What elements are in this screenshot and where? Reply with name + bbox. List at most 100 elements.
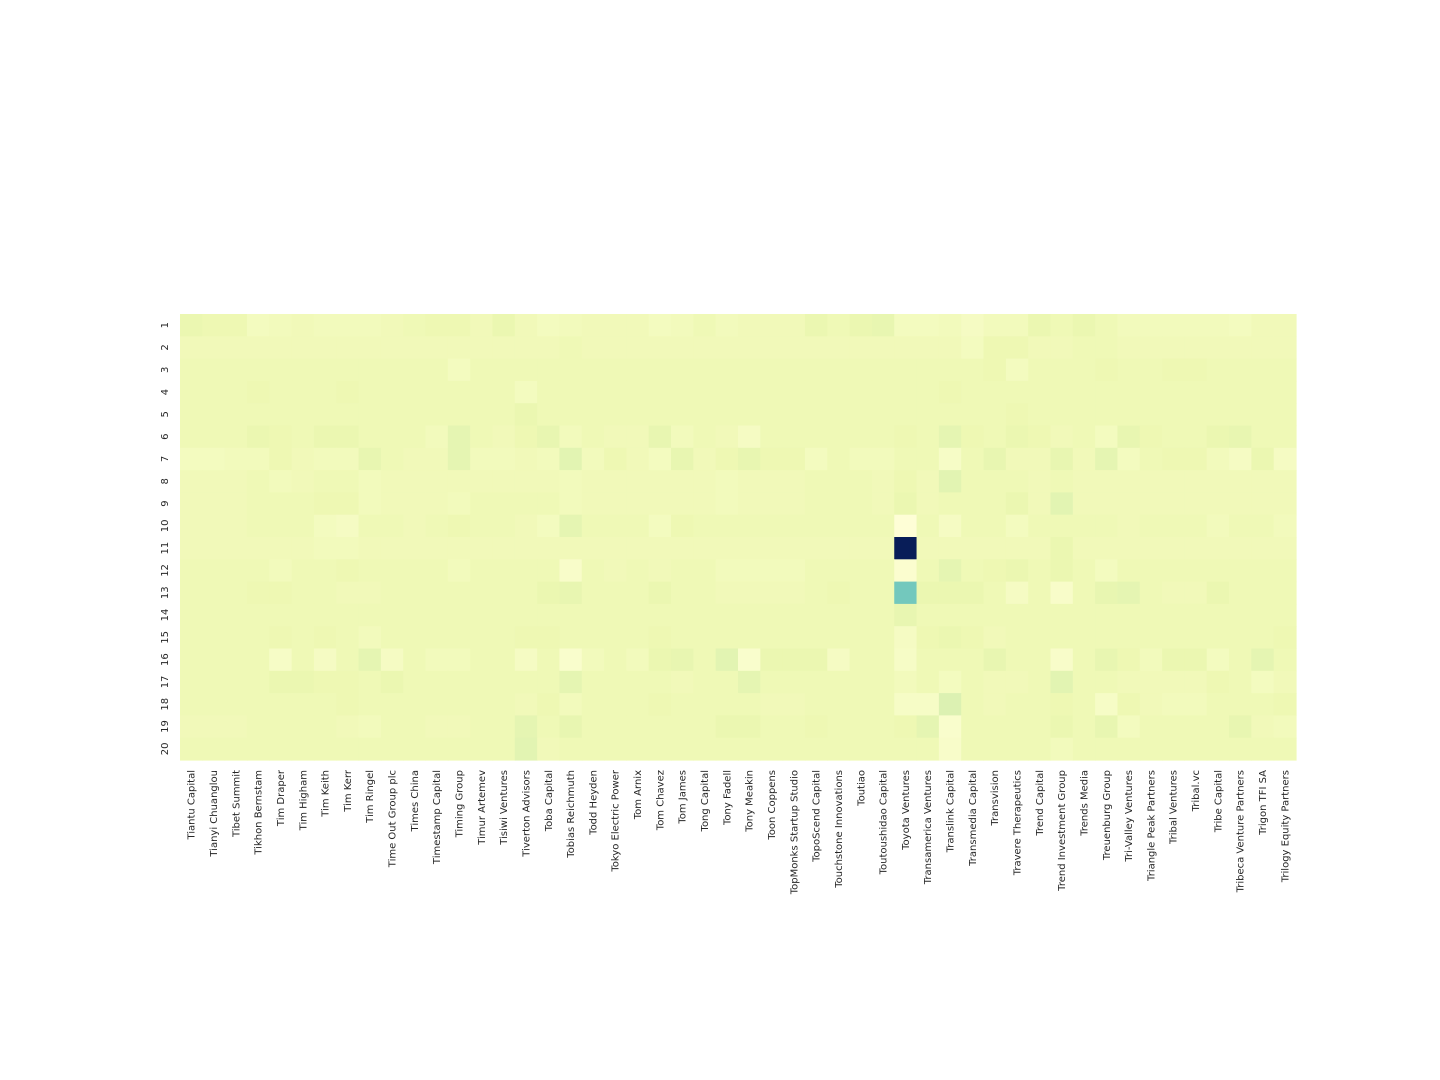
heatmap-cell — [1005, 626, 1029, 650]
heatmap-cell — [559, 559, 583, 583]
heatmap-cell — [180, 358, 203, 382]
y-tick-label: 16 — [160, 653, 171, 666]
heatmap-cell — [202, 670, 226, 694]
heatmap-cell — [693, 514, 717, 538]
heatmap-cell — [715, 603, 739, 627]
heatmap-cell — [537, 492, 561, 516]
heatmap-cell — [1206, 492, 1230, 516]
heatmap-cell — [938, 693, 962, 716]
heatmap-cell — [313, 425, 337, 449]
heatmap-cell — [604, 425, 627, 449]
heatmap-cell — [380, 693, 404, 716]
heatmap-cell — [537, 425, 561, 449]
heatmap-cell — [291, 537, 315, 560]
heatmap-cell — [827, 537, 851, 560]
heatmap-cell — [202, 380, 226, 404]
heatmap-cell — [246, 514, 270, 538]
x-tick-label: Tim Higham — [298, 770, 309, 831]
heatmap-cell — [291, 603, 315, 627]
heatmap-cell — [559, 603, 583, 627]
heatmap-cell — [336, 447, 360, 471]
heatmap-cell — [804, 603, 828, 627]
heatmap-cell — [358, 648, 382, 672]
heatmap-cell — [760, 537, 784, 560]
heatmap-cell — [849, 626, 873, 650]
x-tick-label: Tong Capital — [700, 770, 711, 832]
heatmap-cell — [648, 492, 672, 516]
heatmap-cell — [425, 581, 449, 605]
heatmap-cell — [961, 514, 985, 538]
heatmap-cell — [827, 425, 851, 449]
heatmap-cell — [671, 380, 694, 404]
heatmap-cell — [804, 470, 828, 493]
heatmap-cell — [782, 358, 806, 382]
heatmap-cell — [447, 314, 471, 337]
heatmap-cell — [403, 336, 427, 360]
heatmap-cell — [760, 648, 784, 672]
heatmap-cell — [804, 693, 828, 716]
heatmap-cell — [425, 492, 449, 516]
heatmap-cell — [827, 470, 851, 493]
heatmap-cell — [849, 470, 873, 493]
heatmap-cell — [983, 715, 1007, 739]
heatmap-cell — [358, 336, 382, 360]
heatmap-cell — [313, 648, 337, 672]
heatmap-cell — [1184, 492, 1208, 516]
heatmap-cell — [916, 492, 940, 516]
heatmap-cell — [1028, 737, 1052, 761]
x-tick-label: Tri-Valley Ventures — [1124, 770, 1135, 863]
heatmap-cell — [693, 581, 717, 605]
heatmap-cell — [693, 603, 717, 627]
heatmap-cell — [626, 447, 650, 471]
heatmap-cell — [180, 626, 203, 650]
heatmap-cell — [447, 514, 471, 538]
heatmap-cell — [291, 336, 315, 360]
heatmap-cell — [760, 403, 784, 427]
heatmap-cell — [336, 358, 360, 382]
heatmap-cell — [336, 581, 360, 605]
heatmap-cell — [782, 648, 806, 672]
heatmap-cell — [581, 336, 605, 360]
heatmap-cell — [626, 693, 650, 716]
heatmap-cell — [447, 559, 471, 583]
heatmap-cell — [715, 648, 739, 672]
heatmap-cell — [760, 314, 784, 337]
heatmap-cell — [492, 648, 516, 672]
heatmap-cell — [1162, 514, 1185, 538]
heatmap-cell — [403, 358, 427, 382]
heatmap-cell — [246, 715, 270, 739]
heatmap-cell — [1184, 380, 1208, 404]
heatmap-cell — [246, 358, 270, 382]
heatmap-cell — [1251, 514, 1275, 538]
heatmap-cell — [804, 447, 828, 471]
heatmap-cell — [738, 403, 761, 427]
heatmap-cell — [871, 737, 895, 761]
heatmap-cell — [1229, 603, 1252, 627]
heatmap-cell — [804, 425, 828, 449]
heatmap-cell — [1273, 425, 1297, 449]
heatmap-cell — [291, 559, 315, 583]
heatmap-cell — [1251, 314, 1275, 337]
heatmap-cell — [1162, 336, 1185, 360]
heatmap-cell — [1005, 603, 1029, 627]
heatmap-cell — [425, 425, 449, 449]
heatmap-cell — [648, 537, 672, 560]
heatmap-cell — [1050, 314, 1074, 337]
heatmap-cell — [626, 380, 650, 404]
heatmap-cell — [224, 693, 248, 716]
heatmap-cell — [447, 737, 471, 761]
heatmap-cell — [180, 425, 203, 449]
heatmap-cell — [1273, 603, 1297, 627]
heatmap-cell — [604, 603, 627, 627]
heatmap-cell — [693, 537, 717, 560]
heatmap-cell — [447, 447, 471, 471]
heatmap-cell — [961, 358, 985, 382]
heatmap-cell — [537, 581, 561, 605]
heatmap-cell — [894, 581, 918, 605]
heatmap-cell — [894, 336, 918, 360]
heatmap-cell — [380, 670, 404, 694]
heatmap-cell — [1184, 626, 1208, 650]
heatmap-cell — [804, 380, 828, 404]
heatmap-cell — [916, 358, 940, 382]
heatmap-cell — [916, 380, 940, 404]
